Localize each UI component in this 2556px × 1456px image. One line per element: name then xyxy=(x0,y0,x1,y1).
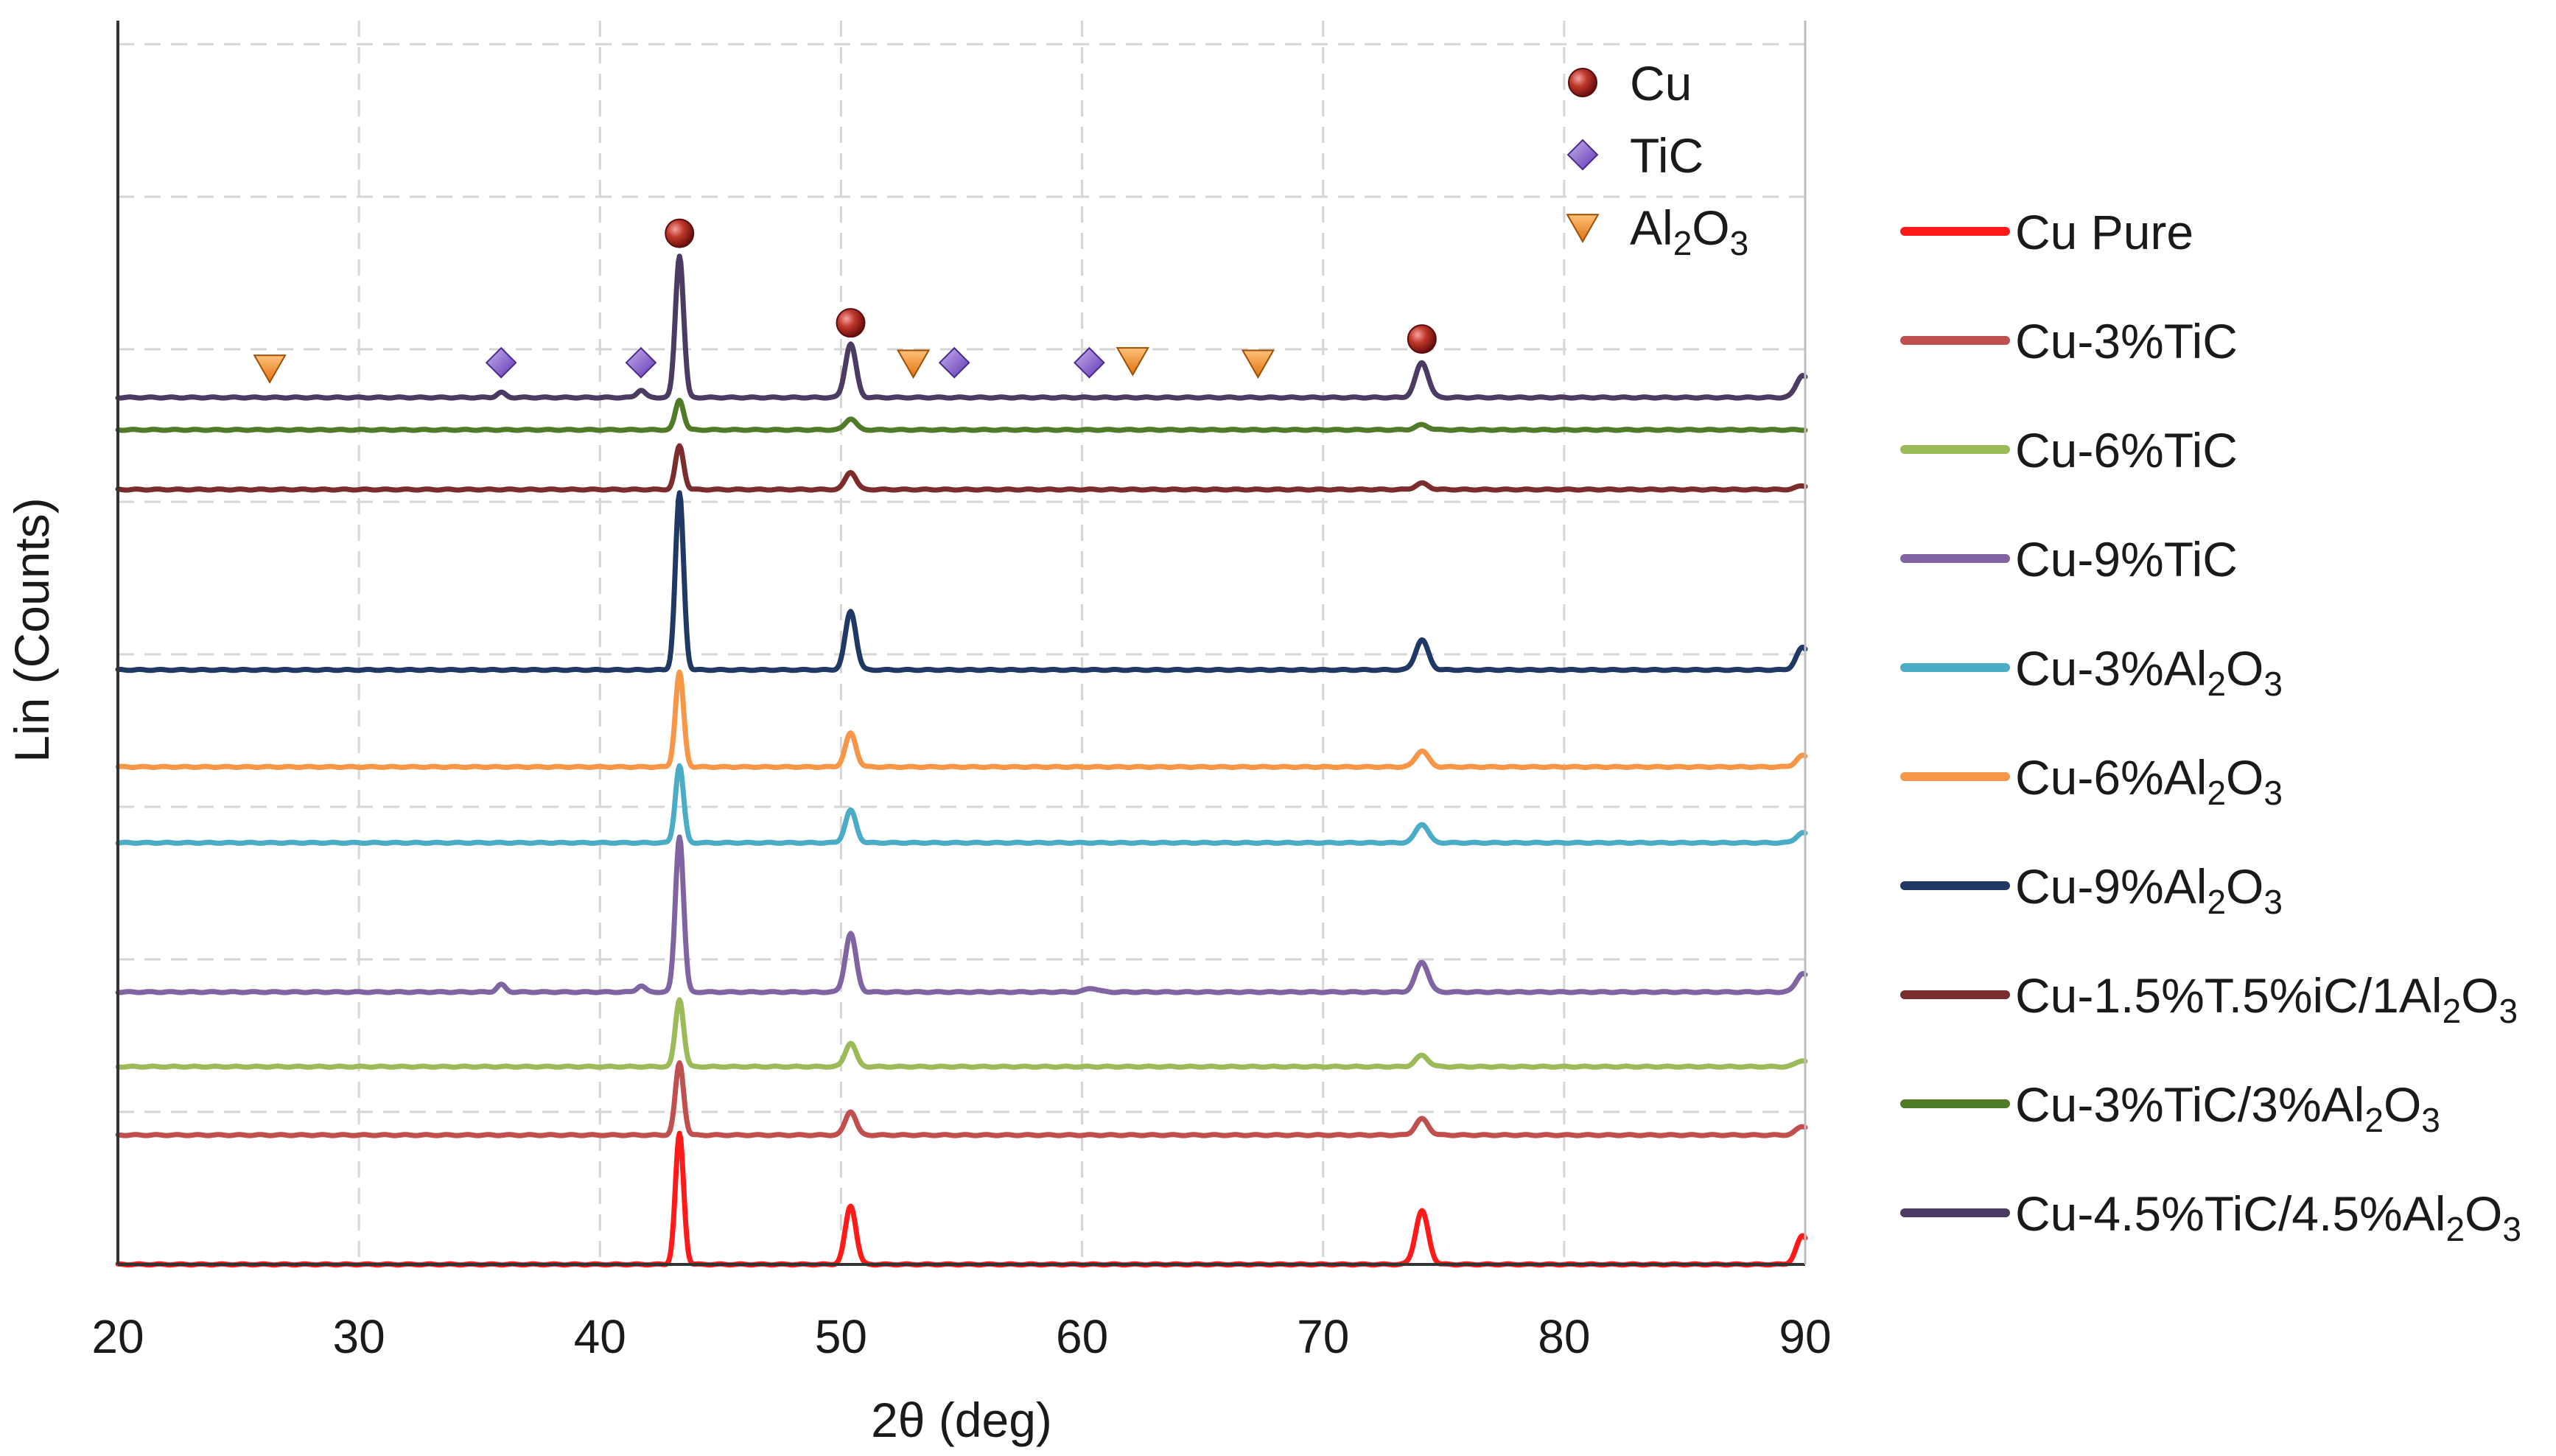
legend-label-sub2: 3 xyxy=(2502,1210,2521,1248)
phase-legend-label-sub2: 3 xyxy=(1730,224,1749,262)
legend-label-tail: O xyxy=(2461,968,2499,1023)
legend-label-main: Cu-9%Al xyxy=(2015,859,2207,914)
series-legend: Cu PureCu-3%TiCCu-6%TiCCu-9%TiCCu-3%Al2O… xyxy=(1900,205,2521,1248)
x-tick-label-90: 90 xyxy=(1779,1310,1831,1363)
legend-label-main: Cu-4.5%TiC/4.5%Al xyxy=(2015,1186,2445,1241)
legend-label-main: Cu-9%TiC xyxy=(2015,532,2238,587)
phase-marker-TiC xyxy=(625,346,657,379)
series-line-2 xyxy=(115,997,1808,1070)
phase-marker-TiC xyxy=(938,346,970,379)
legend-label-main: Cu-6%TiC xyxy=(2015,423,2238,477)
series-group xyxy=(115,253,1808,1268)
phase-legend-symbol-TiC xyxy=(1566,139,1599,171)
legend-label-main: Cu-3%TiC xyxy=(2015,314,2238,368)
phase-legend-symbol-Al2O3 xyxy=(1566,214,1600,243)
legend-label-4: Cu-3%Al2O3 xyxy=(2015,641,2283,703)
series-line-3 xyxy=(115,834,1808,995)
phase-marker-Cu xyxy=(1407,324,1437,354)
phase-marker-Cu xyxy=(836,308,866,338)
x-tick-label-20: 20 xyxy=(91,1310,144,1363)
legend-label-main: Cu-3%TiC/3%Al xyxy=(2015,1077,2364,1132)
phase-legend-label-Cu: Cu xyxy=(1630,56,1692,111)
x-tick-label-80: 80 xyxy=(1538,1310,1590,1363)
legend-label-sub2: 3 xyxy=(2421,1101,2440,1139)
phase-marker-TiC xyxy=(485,346,517,379)
legend-label-sub: 2 xyxy=(2207,774,2226,812)
legend-label-0: Cu Pure xyxy=(2015,205,2193,259)
legend-label-main: Cu-3%Al xyxy=(2015,641,2207,696)
legend-label-tail: O xyxy=(2226,859,2263,914)
legend-label-main: Cu Pure xyxy=(2015,205,2193,259)
series-line-9 xyxy=(115,253,1808,401)
series-line-8 xyxy=(115,397,1808,433)
legend-label-sub2: 3 xyxy=(2263,774,2283,812)
legend-label-sub: 2 xyxy=(2364,1101,2384,1139)
phase-legend-label-main: Al xyxy=(1630,200,1673,255)
phase-marker-Cu xyxy=(665,218,695,248)
legend-label-tail: O xyxy=(2465,1186,2502,1241)
phase-marker-Al2O3 xyxy=(896,349,931,379)
phase-legend-label-main: TiC xyxy=(1630,128,1704,183)
phase-legend: Cu TiC Al2O3 xyxy=(1566,56,1748,262)
x-tick-labels: 20 30 40 50 60 70 80 90 xyxy=(91,1310,1831,1363)
legend-label-7: Cu-1.5%T.5%iC/1Al2O3 xyxy=(2015,968,2518,1030)
x-tick-label-70: 70 xyxy=(1297,1310,1349,1363)
phase-marker-TiC xyxy=(1074,346,1105,379)
x-tick-label-50: 50 xyxy=(815,1310,867,1363)
grid xyxy=(118,21,1805,1264)
legend-label-tail: O xyxy=(2226,641,2263,696)
phase-legend-symbol-Cu xyxy=(1568,68,1597,97)
legend-label-8: Cu-3%TiC/3%Al2O3 xyxy=(2015,1077,2440,1139)
legend-label-tail: O xyxy=(2384,1077,2421,1132)
legend-label-2: Cu-6%TiC xyxy=(2015,423,2238,477)
legend-label-sub: 2 xyxy=(2207,665,2226,703)
legend-label-main: Cu-1.5%T.5%iC/1Al xyxy=(2015,968,2443,1023)
x-tick-label-60: 60 xyxy=(1056,1310,1108,1363)
legend-label-3: Cu-9%TiC xyxy=(2015,532,2238,587)
y-axis-title: Lin (Counts) xyxy=(4,497,59,763)
phase-legend-label-main: Cu xyxy=(1630,56,1692,111)
legend-label-6: Cu-9%Al2O3 xyxy=(2015,859,2283,921)
phase-marker-Al2O3 xyxy=(1116,347,1149,377)
series-line-0 xyxy=(115,1130,1808,1268)
series-line-6 xyxy=(115,490,1808,673)
phase-markers xyxy=(253,218,1437,384)
legend-label-tail: O xyxy=(2226,750,2263,805)
legend-label-5: Cu-6%Al2O3 xyxy=(2015,750,2283,812)
phase-legend-label-Al2O3: Al2O3 xyxy=(1630,200,1748,262)
phase-marker-Al2O3 xyxy=(1241,349,1275,379)
legend-label-sub2: 3 xyxy=(2499,992,2518,1030)
phase-legend-label-sub: 2 xyxy=(1673,224,1692,262)
series-line-1 xyxy=(115,1060,1808,1138)
x-tick-label-40: 40 xyxy=(574,1310,626,1363)
phase-legend-label-tail: O xyxy=(1692,200,1729,255)
series-line-7 xyxy=(115,443,1808,493)
legend-label-sub: 2 xyxy=(2445,1210,2465,1248)
axes xyxy=(116,21,1807,1266)
legend-label-sub: 2 xyxy=(2207,883,2226,921)
phase-marker-Al2O3 xyxy=(253,354,287,384)
series-line-5 xyxy=(115,669,1808,770)
series-line-4 xyxy=(115,763,1808,846)
legend-label-1: Cu-3%TiC xyxy=(2015,314,2238,368)
legend-label-sub: 2 xyxy=(2443,992,2462,1030)
legend-label-sub2: 3 xyxy=(2263,665,2283,703)
x-tick-label-30: 30 xyxy=(333,1310,385,1363)
legend-label-sub2: 3 xyxy=(2263,883,2283,921)
x-axis-title: 2θ (deg) xyxy=(871,1393,1052,1447)
legend-label-9: Cu-4.5%TiC/4.5%Al2O3 xyxy=(2015,1186,2521,1248)
legend-label-main: Cu-6%Al xyxy=(2015,750,2207,805)
phase-legend-label-TiC: TiC xyxy=(1630,128,1704,183)
